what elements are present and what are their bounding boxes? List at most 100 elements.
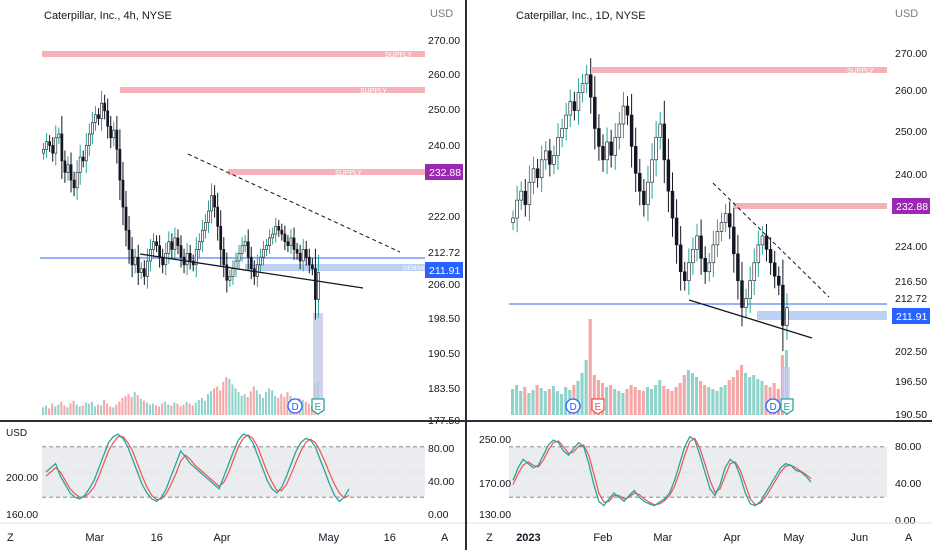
volume-bar [694, 377, 699, 415]
chart-panel-1d[interactable]: Caterpillar, Inc., 1D, NYSE USD 270.00 26… [467, 0, 932, 550]
volume-bar [121, 397, 124, 415]
candle-body [283, 233, 287, 243]
volume-bar [707, 387, 711, 415]
volume-bar [645, 387, 649, 415]
timezone-button[interactable]: Z [7, 532, 14, 544]
stoch-d-line [45, 434, 350, 501]
x-tick-label: Apr [213, 532, 230, 544]
candle-body [87, 133, 91, 146]
earnings-marker [780, 398, 794, 415]
trendlines [688, 182, 830, 339]
volume-bar [185, 401, 188, 415]
volume-bar [261, 397, 265, 415]
volume-bar [682, 375, 686, 415]
event-marker-label[interactable]: D [570, 402, 577, 413]
candle-body [207, 210, 210, 223]
volume-bar [547, 389, 551, 415]
candle-body [307, 256, 311, 266]
candle-body [531, 168, 536, 183]
candle-body [670, 190, 675, 219]
dividend-marker [287, 398, 303, 414]
currency-label: USD [895, 8, 918, 20]
candle-body [167, 241, 171, 254]
price-pane[interactable]: Caterpillar, Inc., 4h, NYSE USD 270.00 26… [0, 0, 465, 427]
autoscale-button[interactable]: A [905, 532, 913, 544]
candle-body [527, 181, 532, 205]
time-axis[interactable]: Mar 16 Apr May 16 [0, 522, 465, 544]
volume-bar [57, 404, 60, 415]
candle-body [75, 172, 79, 189]
candle-body [658, 123, 662, 138]
chart-canvas-4h[interactable]: Caterpillar, Inc., 4h, NYSE USD 270.00 26… [0, 0, 465, 550]
candle-body [164, 253, 168, 266]
volume-bar [274, 396, 277, 415]
volume-bar [752, 375, 756, 415]
supply-label: SUPPLY [360, 88, 387, 95]
y-tick-label: 196.50 [895, 376, 927, 388]
price-axis[interactable]: 270.00 260.00 250.00 240.00 224.00 216.50 202.… [895, 48, 927, 421]
volume-bar [690, 373, 694, 415]
volume-bar [271, 390, 274, 415]
chart-panel-4h[interactable]: Caterpillar, Inc., 4h, NYSE USD 270.00 26… [0, 0, 465, 550]
volume-bar [228, 378, 231, 415]
event-marker-label[interactable]: E [315, 402, 322, 413]
demand-zone [757, 311, 887, 320]
pane-divider[interactable] [0, 420, 465, 422]
time-axis[interactable]: 2023 Feb Mar Apr May Jun [467, 522, 932, 544]
volume-bar [142, 400, 145, 415]
candle-body [683, 271, 687, 281]
volume-bar [234, 388, 237, 415]
candle-body [57, 133, 61, 139]
panel-splitter[interactable] [465, 0, 467, 550]
chart-canvas-1d[interactable]: Caterpillar, Inc., 1D, NYSE USD 270.00 26… [467, 0, 932, 550]
volume-bar [280, 394, 283, 415]
candle-body [124, 206, 128, 231]
supply-label: SUPPLY [847, 68, 874, 75]
volume-bar [588, 319, 592, 415]
candle-body [768, 249, 773, 264]
stoch-price-tick-label: 250.00 [479, 434, 511, 446]
candle-body [740, 280, 744, 308]
candle-body [666, 159, 671, 192]
event-marker-label[interactable]: D [770, 402, 777, 413]
candle-body [84, 145, 88, 162]
currency-label: USD [430, 8, 453, 20]
candle-body [228, 276, 232, 281]
volume-bar [103, 399, 106, 415]
candle-body [539, 159, 544, 179]
volume-bar [531, 390, 535, 415]
candle-body [155, 241, 158, 246]
volume-bar [265, 392, 268, 415]
stochastic-pane[interactable]: 80.00 40.00 0.00 250.00 170.00 130.00 [479, 434, 921, 527]
candle-body [597, 128, 601, 147]
volume-bar [179, 406, 182, 415]
stochastic-pane[interactable]: USD 80.00 40.00 0.00 200.00 160.00 [6, 428, 454, 521]
volume-bar [219, 390, 222, 415]
volume-bar [66, 407, 69, 415]
event-marker-label[interactable]: D [292, 402, 299, 413]
volume-bar [637, 390, 641, 415]
autoscale-button[interactable]: A [441, 532, 449, 544]
volume-bar [719, 387, 723, 415]
candle-body [654, 137, 658, 161]
pane-divider[interactable] [467, 420, 932, 422]
candle-body [231, 268, 235, 277]
event-marker-label[interactable]: E [784, 402, 791, 413]
price-pane[interactable]: Caterpillar, Inc., 1D, NYSE USD 270.00 26… [467, 0, 932, 421]
candle-body [60, 133, 64, 162]
volume-bar [139, 398, 142, 415]
volume-bar [249, 391, 252, 415]
event-marker-label[interactable]: E [595, 402, 602, 413]
price-axis[interactable]: 270.00 260.00 250.00 240.00 222.00 206.00 198.… [428, 35, 460, 427]
volume-bar [127, 394, 130, 415]
candle-body [94, 114, 97, 123]
candle-body [112, 129, 116, 139]
candle-body [756, 244, 761, 264]
candle-body [289, 237, 293, 246]
timezone-button[interactable]: Z [486, 532, 493, 544]
candle-body [72, 179, 76, 189]
y-tick-label: 222.00 [428, 211, 460, 223]
y-tick-label: 216.50 [895, 276, 927, 288]
